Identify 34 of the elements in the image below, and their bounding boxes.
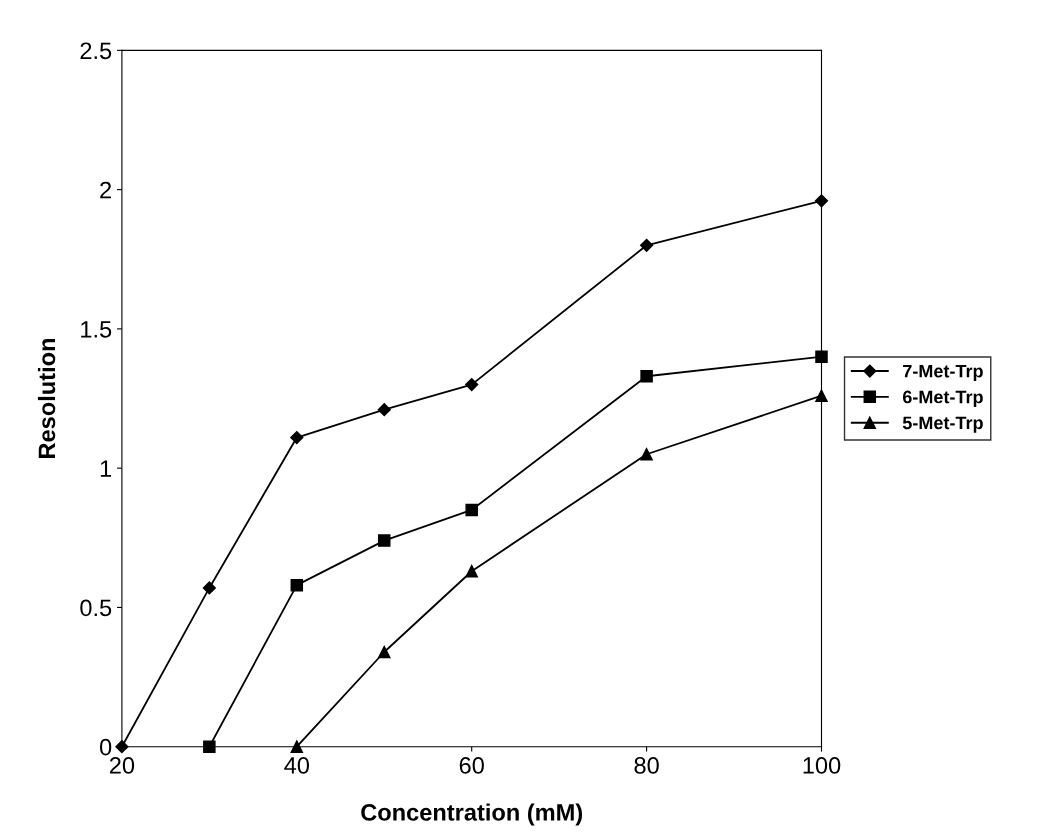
- x-axis-title: Concentration (mM): [361, 803, 583, 826]
- point: [202, 581, 216, 595]
- x-tick-label: 80: [634, 757, 659, 774]
- y-tick-label: 0.5: [80, 599, 112, 617]
- point: [377, 403, 391, 417]
- y-axis-title: Resolution: [37, 338, 56, 458]
- point: [640, 238, 654, 252]
- point: [377, 645, 391, 659]
- legend-label: 6-Met-Trp: [902, 390, 983, 407]
- x-tick-label: 20: [109, 757, 135, 774]
- point: [465, 503, 478, 517]
- point: [815, 350, 828, 363]
- point: [465, 564, 478, 578]
- point: [203, 740, 216, 753]
- legend-label: 5-Met-Trp: [902, 416, 983, 433]
- point: [115, 740, 129, 754]
- point: [814, 194, 829, 208]
- y-tick-label: 1.5: [81, 321, 112, 338]
- y-tick-label: 2.5: [80, 42, 112, 60]
- point: [815, 389, 828, 402]
- x-tick-label: 40: [284, 757, 310, 774]
- point: [465, 378, 479, 392]
- x-tick-label: 60: [459, 757, 484, 774]
- y-tick-label: 1: [100, 460, 112, 477]
- legend-label: 7-Met-Trp: [903, 364, 983, 382]
- point: [640, 447, 653, 461]
- point: [377, 534, 391, 547]
- point: [640, 369, 653, 383]
- y-tick-label: 0: [99, 738, 112, 756]
- y-tick-label: 2: [100, 181, 111, 199]
- point: [290, 578, 304, 592]
- x-tick-label: 100: [803, 757, 841, 774]
- point: [290, 430, 304, 445]
- point: [290, 740, 304, 753]
